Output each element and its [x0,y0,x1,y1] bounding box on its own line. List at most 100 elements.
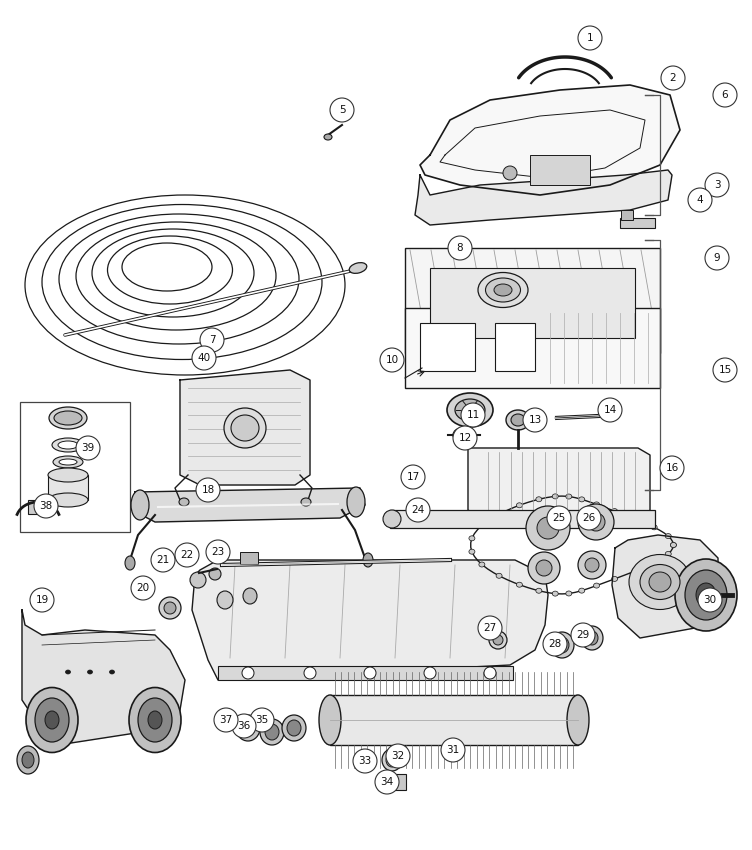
Bar [20,402,130,532]
Polygon shape [192,560,548,680]
Ellipse shape [479,562,485,567]
Ellipse shape [349,263,367,274]
Text: 14: 14 [603,405,617,415]
Circle shape [713,358,737,382]
Bar [378,774,406,790]
Circle shape [232,714,256,738]
Text: 25: 25 [553,513,566,523]
Ellipse shape [670,542,676,547]
Ellipse shape [382,749,402,771]
Ellipse shape [578,504,614,540]
Ellipse shape [190,572,206,588]
Ellipse shape [26,688,78,752]
Text: 22: 22 [180,550,193,560]
Circle shape [250,708,274,732]
Circle shape [577,506,601,530]
Ellipse shape [22,752,34,768]
Polygon shape [180,370,310,485]
Circle shape [478,616,502,640]
Text: 5: 5 [338,105,345,115]
Circle shape [598,398,622,422]
Ellipse shape [148,711,162,729]
Circle shape [660,456,684,480]
Circle shape [578,26,602,50]
Bar [330,695,578,745]
Bar [405,248,660,353]
Text: 35: 35 [256,715,268,725]
Polygon shape [132,488,365,522]
Ellipse shape [611,576,617,581]
Circle shape [386,744,410,768]
Ellipse shape [53,456,83,468]
Bar [48,475,88,500]
Text: 18: 18 [202,485,214,495]
Ellipse shape [35,698,69,742]
Ellipse shape [48,468,88,482]
Circle shape [688,188,712,212]
Text: 38: 38 [39,501,53,511]
Ellipse shape [479,523,485,528]
Circle shape [330,98,354,122]
Ellipse shape [424,667,436,679]
Circle shape [453,426,477,450]
Ellipse shape [486,278,520,302]
Circle shape [380,348,404,372]
Circle shape [30,588,54,612]
Ellipse shape [287,720,301,736]
Circle shape [441,738,465,762]
Ellipse shape [453,428,471,442]
Ellipse shape [110,670,114,674]
Text: 9: 9 [714,253,720,263]
Ellipse shape [566,494,572,499]
Circle shape [214,708,238,732]
Circle shape [698,588,722,612]
Ellipse shape [489,631,507,649]
Ellipse shape [455,399,485,421]
Text: 8: 8 [456,243,463,253]
Text: 3: 3 [714,180,720,190]
Circle shape [705,173,729,197]
Text: 15: 15 [718,365,732,375]
Bar [405,308,660,388]
Ellipse shape [209,568,221,580]
Polygon shape [612,535,718,638]
Ellipse shape [231,415,259,441]
Ellipse shape [666,534,672,539]
Text: 20: 20 [136,583,150,593]
Ellipse shape [651,524,657,530]
Ellipse shape [528,552,560,584]
Text: 34: 34 [381,777,393,787]
Ellipse shape [675,559,737,631]
Ellipse shape [386,753,398,767]
Ellipse shape [632,569,638,574]
Ellipse shape [552,494,558,499]
Ellipse shape [578,551,606,579]
Ellipse shape [347,487,365,517]
Circle shape [571,623,595,647]
Ellipse shape [131,490,149,520]
Ellipse shape [49,407,87,429]
Ellipse shape [526,506,570,550]
Circle shape [401,465,425,489]
Circle shape [406,498,430,522]
Text: 17: 17 [406,472,420,482]
Text: 1: 1 [587,33,593,43]
Ellipse shape [493,635,503,645]
Ellipse shape [581,626,603,650]
Ellipse shape [164,602,176,614]
Ellipse shape [242,667,254,679]
Text: 30: 30 [703,595,717,605]
Bar [530,155,590,185]
Ellipse shape [555,637,569,653]
Ellipse shape [593,502,599,507]
Text: 32: 32 [391,751,405,761]
Ellipse shape [363,553,373,567]
Ellipse shape [579,588,585,593]
Bar [28,500,46,514]
Ellipse shape [632,516,638,521]
Ellipse shape [301,498,311,506]
Ellipse shape [586,631,598,645]
Text: 37: 37 [220,715,232,725]
Circle shape [196,478,220,502]
Bar [390,510,655,528]
